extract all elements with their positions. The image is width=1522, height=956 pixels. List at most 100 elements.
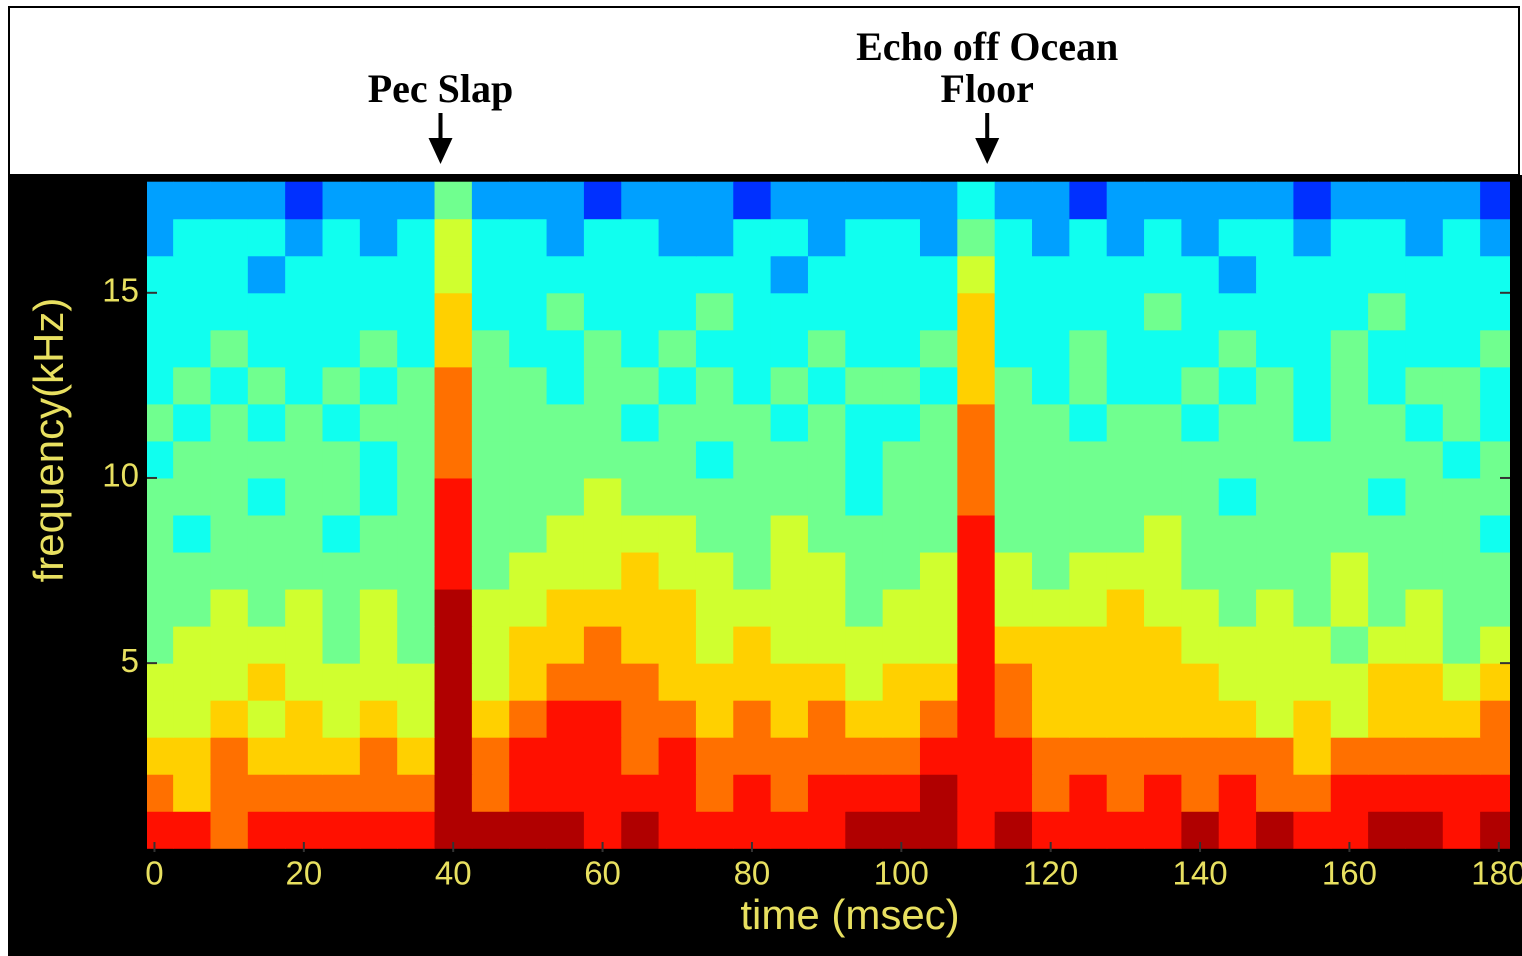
heatmap-cell	[845, 515, 884, 553]
heatmap-cell	[1218, 440, 1257, 479]
heatmap-cell	[695, 589, 734, 627]
heatmap-cell	[509, 626, 548, 664]
heatmap-cell	[695, 663, 734, 701]
heatmap-cell	[1069, 700, 1108, 738]
heatmap-cell	[695, 292, 734, 331]
heatmap-cell	[733, 700, 772, 738]
heatmap-cell	[807, 552, 846, 590]
heatmap-cell	[1069, 515, 1108, 553]
heatmap-cell	[1405, 552, 1444, 590]
heatmap-cell	[1480, 181, 1510, 220]
heatmap-cell	[882, 255, 921, 294]
heatmap-cell	[210, 774, 249, 812]
heatmap-cell	[359, 477, 398, 516]
x-tick-label: 80	[734, 855, 771, 892]
heatmap-cell	[210, 255, 249, 294]
heatmap-cell	[919, 811, 958, 849]
heatmap-cell	[1256, 811, 1294, 849]
heatmap-cell	[471, 774, 510, 812]
heatmap-cell	[471, 403, 510, 442]
heatmap-cell	[919, 552, 958, 590]
heatmap-cell	[1368, 403, 1406, 442]
heatmap-cell	[247, 255, 286, 294]
heatmap-cell	[471, 589, 510, 627]
heatmap-cell	[845, 700, 884, 738]
heatmap-cell	[359, 552, 398, 590]
heatmap-cell	[1480, 366, 1510, 405]
heatmap-cell	[583, 403, 622, 442]
heatmap-cell	[1069, 737, 1108, 775]
heatmap-cell	[359, 440, 398, 479]
heatmap-cell	[770, 589, 809, 627]
heatmap-cell	[658, 811, 697, 849]
heatmap-cell	[1106, 663, 1145, 701]
heatmap-cell	[1069, 181, 1108, 220]
heatmap-cell	[434, 366, 473, 405]
heatmap-cell	[247, 515, 286, 553]
heatmap-cell	[1480, 329, 1510, 368]
heatmap-cell	[994, 737, 1033, 775]
heatmap-cell	[1293, 626, 1332, 664]
heatmap-cell	[1106, 774, 1145, 812]
heatmap-cell	[1480, 218, 1510, 257]
heatmap-cell	[285, 477, 324, 516]
heatmap-cell	[434, 292, 473, 331]
heatmap-cell	[471, 737, 510, 775]
heatmap-cell	[1368, 366, 1406, 405]
heatmap-cell	[1218, 477, 1257, 516]
heatmap-cell	[210, 292, 249, 331]
heatmap-cell	[1330, 218, 1369, 257]
heatmap-cell	[173, 477, 211, 516]
heatmap-cell	[322, 700, 361, 738]
annotation-text: Pec Slap	[368, 66, 514, 111]
x-axis-label: time (msec)	[740, 891, 959, 938]
heatmap-cell	[1218, 218, 1257, 257]
heatmap-cell	[919, 329, 958, 368]
heatmap-cell	[434, 218, 473, 257]
heatmap-cell	[621, 366, 660, 405]
heatmap-cell	[173, 181, 211, 220]
heatmap-cell	[1368, 774, 1406, 812]
heatmap-cell	[322, 181, 361, 220]
heatmap-cell	[210, 403, 249, 442]
heatmap-cell	[1069, 811, 1108, 849]
heatmap-cell	[546, 292, 585, 331]
annotation-arrowhead	[428, 138, 453, 164]
heatmap-cell	[1106, 403, 1145, 442]
heatmap-cell	[471, 515, 510, 553]
heatmap-cell	[621, 218, 660, 257]
heatmap-cell	[770, 811, 809, 849]
heatmap-cell	[770, 440, 809, 479]
heatmap-cell	[210, 700, 249, 738]
heatmap-cell	[1032, 700, 1070, 738]
heatmap-cell	[994, 403, 1033, 442]
heatmap-cell	[247, 218, 286, 257]
heatmap-cell	[695, 255, 734, 294]
heatmap-cell	[1368, 589, 1406, 627]
heatmap-cell	[1405, 366, 1444, 405]
heatmap-cell	[1405, 737, 1444, 775]
heatmap-cell	[247, 737, 286, 775]
heatmap-cell	[957, 440, 996, 479]
heatmap-cell	[1480, 255, 1510, 294]
heatmap-cell	[1106, 700, 1145, 738]
heatmap-cell	[733, 477, 772, 516]
heatmap-cell	[285, 181, 324, 220]
heatmap-cell	[1405, 589, 1444, 627]
heatmap-cell	[397, 811, 436, 849]
heatmap-cell	[247, 700, 286, 738]
heatmap-cell	[1293, 811, 1332, 849]
heatmap-cell	[1032, 626, 1070, 664]
heatmap-cell	[1144, 663, 1182, 701]
heatmap-cell	[845, 811, 884, 849]
heatmap-cell	[845, 255, 884, 294]
heatmap-cell	[621, 663, 660, 701]
heatmap-cell	[733, 515, 772, 553]
heatmap-cell	[1330, 366, 1369, 405]
heatmap-cell	[509, 292, 548, 331]
heatmap-cell	[322, 737, 361, 775]
heatmap-cell	[658, 477, 697, 516]
heatmap-cell	[359, 403, 398, 442]
heatmap-cell	[919, 774, 958, 812]
heatmap-cell	[359, 366, 398, 405]
